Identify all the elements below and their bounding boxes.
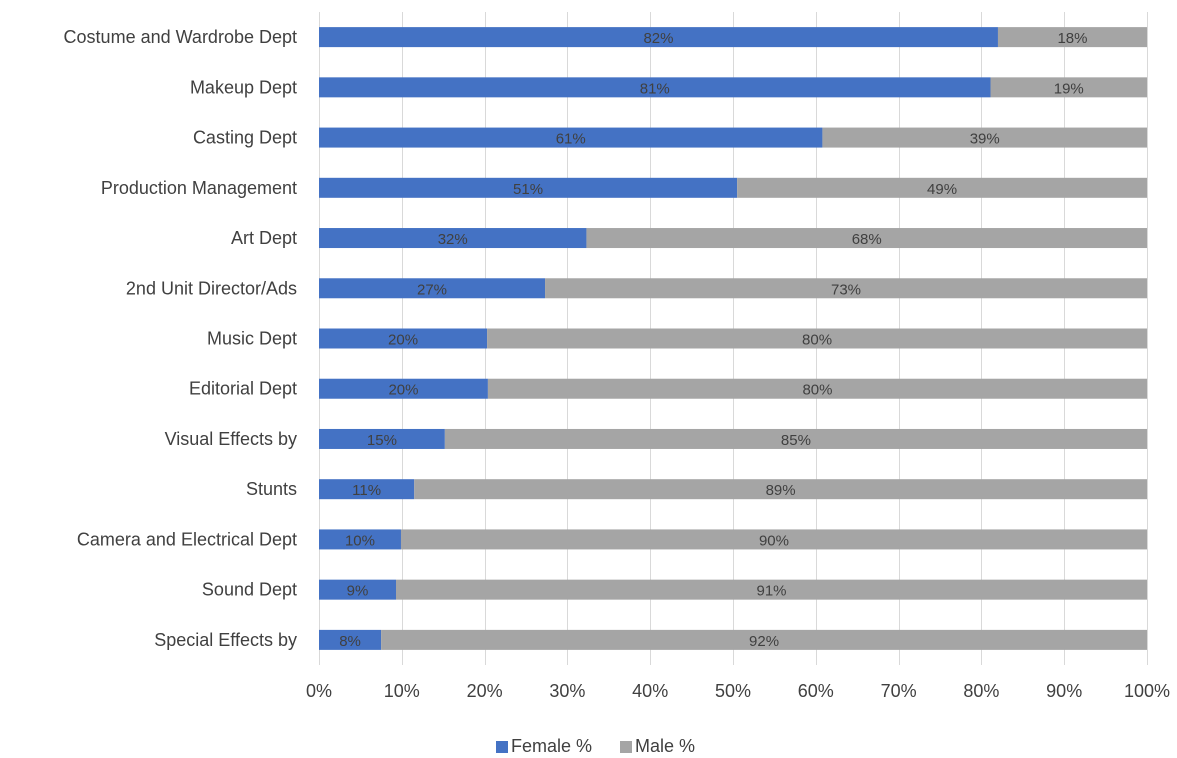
bar-male [990, 77, 1147, 98]
category-label: Camera and Electrical Dept [77, 529, 297, 549]
x-tick-label: 40% [632, 681, 668, 701]
data-label: 19% [1054, 80, 1084, 97]
bar-female [319, 428, 445, 449]
data-label: 8% [339, 633, 361, 650]
data-label: 90% [759, 532, 789, 549]
x-tick-label: 60% [798, 681, 834, 701]
category-labels: Costume and Wardrobe Dept Makeup Dept Cast… [64, 27, 297, 650]
data-label: 20% [388, 382, 418, 399]
bar-male [822, 127, 1147, 148]
category-label: Costume and Wardrobe Dept [64, 27, 297, 47]
data-label: 91% [756, 583, 786, 600]
category-label: Music Dept [207, 329, 297, 349]
x-tick-labels: 0% 10% 20% 30% 40% 50% 60% 70% 80% 90% 100% [306, 681, 1170, 701]
bar-male [586, 228, 1147, 249]
bar-male [400, 529, 1147, 550]
bar-male [487, 378, 1147, 399]
legend-label-male: Male % [635, 736, 695, 756]
bar-female [319, 629, 382, 650]
data-label: 15% [367, 432, 397, 449]
data-label: 81% [640, 80, 670, 97]
x-tick-label: 70% [881, 681, 917, 701]
legend-label-female: Female % [511, 736, 592, 756]
category-label: Visual Effects by [165, 429, 297, 449]
x-tick-label: 20% [467, 681, 503, 701]
bar-female [319, 579, 397, 600]
data-label: 49% [927, 181, 957, 198]
data-label: 85% [781, 432, 811, 449]
bar-male [487, 328, 1148, 349]
x-tick-label: 90% [1046, 681, 1082, 701]
category-label: Stunts [246, 479, 297, 499]
bar-male [396, 579, 1147, 600]
bars: 82% 18% 81% 19% 61% 39% 51% 49% 32% 68% 27% 73% 20% 8… [319, 27, 1148, 650]
category-label: Art Dept [231, 228, 297, 248]
data-label: 80% [802, 332, 832, 349]
data-label: 68% [852, 231, 882, 248]
data-label: 73% [831, 281, 861, 298]
x-tick-label: 30% [549, 681, 585, 701]
data-label: 20% [388, 332, 418, 349]
category-label: Makeup Dept [190, 77, 297, 97]
bar-male [444, 428, 1148, 449]
bar-female [319, 127, 823, 148]
bar-male [545, 278, 1147, 299]
bar-female [319, 278, 546, 299]
data-label: 10% [345, 532, 375, 549]
category-label: Special Effects by [154, 630, 297, 650]
data-label: 80% [802, 382, 832, 399]
bar-male [381, 629, 1148, 650]
bar-female [319, 378, 488, 399]
legend: Female % Male % [496, 736, 695, 756]
bar-female [319, 77, 991, 98]
data-label: 61% [556, 131, 586, 148]
x-tick-label: 80% [963, 681, 999, 701]
category-label: Casting Dept [193, 128, 297, 148]
data-label: 32% [438, 231, 468, 248]
data-label: 92% [749, 633, 779, 650]
x-tick-label: 50% [715, 681, 751, 701]
data-label: 11% [352, 482, 381, 499]
bar-female [319, 228, 587, 249]
bar-female [319, 27, 998, 48]
legend-swatch-male [620, 741, 632, 753]
data-label: 27% [417, 281, 447, 298]
category-label: Editorial Dept [189, 379, 297, 399]
bar-female [319, 529, 401, 550]
bar-male [414, 479, 1148, 500]
data-label: 89% [766, 482, 796, 499]
x-tick-label: 0% [306, 681, 332, 701]
data-label: 82% [643, 30, 673, 47]
data-label: 39% [970, 131, 1000, 148]
data-label: 9% [347, 583, 369, 600]
bar-male [737, 177, 1147, 198]
category-label: Sound Dept [202, 580, 297, 600]
category-label: 2nd Unit Director/Ads [126, 278, 297, 298]
legend-swatch-female [496, 741, 508, 753]
category-label: Production Management [101, 178, 297, 198]
bar-female [319, 177, 738, 198]
bar-female [319, 479, 415, 500]
x-tick-label: 100% [1124, 681, 1170, 701]
bar-female [319, 328, 488, 349]
data-label: 51% [513, 181, 543, 198]
x-tick-label: 10% [384, 681, 420, 701]
data-label: 18% [1057, 30, 1087, 47]
bar-male [997, 27, 1147, 48]
